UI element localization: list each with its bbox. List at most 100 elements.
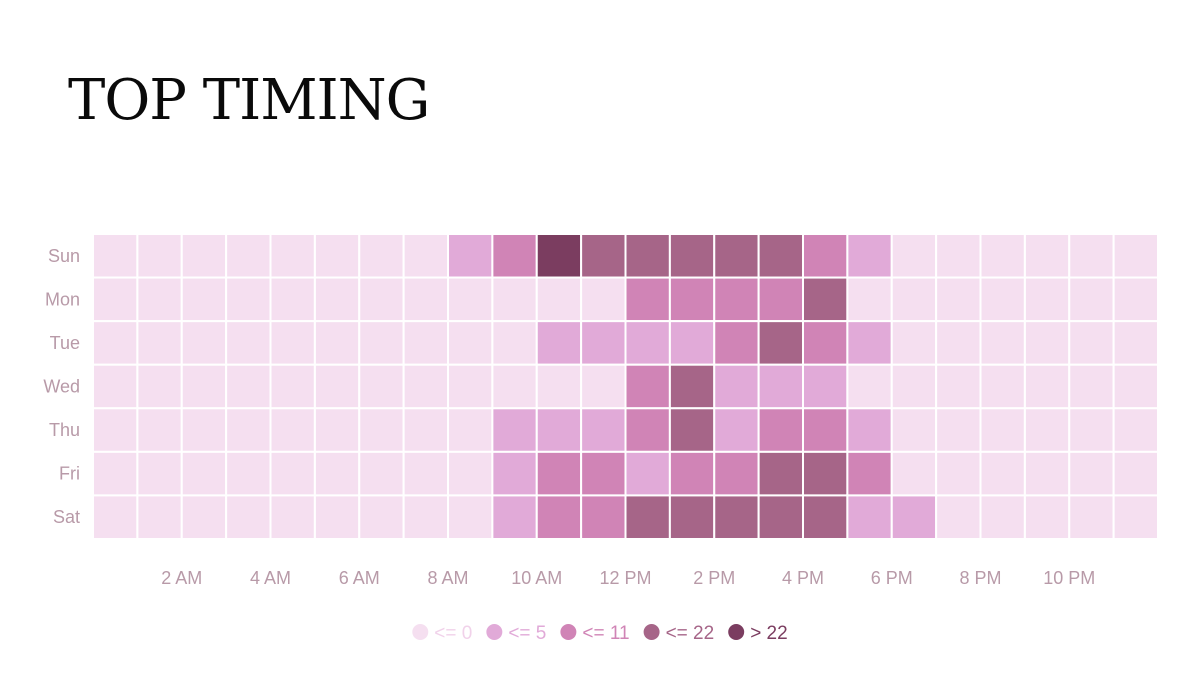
heatmap-cell-sun-14 <box>713 233 760 279</box>
heatmap-cell-mon-0 <box>92 276 139 323</box>
heatmap-cell-sat-12 <box>624 494 671 540</box>
heatmap-cell-tue-19 <box>935 320 982 366</box>
heatmap-cell-mon-22 <box>1068 276 1115 323</box>
heatmap-cell-mon-18 <box>890 276 938 323</box>
legend-swatch-1 <box>486 624 503 640</box>
heatmap-cell-mon-3 <box>225 276 272 323</box>
heatmap-cell-thu-11 <box>580 407 627 453</box>
heatmap-cell-thu-4 <box>269 407 316 453</box>
legend-item-3: <= 22 <box>643 623 714 644</box>
heatmap-cell-wed-11 <box>580 363 627 410</box>
legend-item-2: <= 11 <box>560 623 630 644</box>
heatmap-cell-fri-0 <box>92 450 139 497</box>
y-label-mon: Mon <box>45 289 80 309</box>
heatmap-cell-sun-5 <box>313 233 361 279</box>
heatmap-cell-sun-1 <box>136 233 183 279</box>
heatmap-cell-tue-12 <box>624 320 671 366</box>
heatmap-cell-fri-3 <box>225 450 272 497</box>
heatmap-cell-sat-17 <box>846 494 893 540</box>
x-label-10-am: 10 AM <box>511 568 562 588</box>
heatmap-cell-tue-17 <box>846 320 893 366</box>
heatmap-cell-mon-11 <box>580 276 627 323</box>
heatmap-cell-wed-14 <box>713 363 760 410</box>
heatmap-cell-sat-21 <box>1023 494 1071 540</box>
heatmap-cell-sun-21 <box>1023 233 1071 279</box>
heatmap-cell-fri-10 <box>535 450 583 497</box>
legend-swatch-4 <box>728 624 745 640</box>
heatmap-cell-thu-17 <box>846 407 893 453</box>
legend-label-0: <= 0 <box>434 623 472 644</box>
heatmap-cell-sat-10 <box>535 494 583 540</box>
heatmap-cell-wed-5 <box>313 363 361 410</box>
heatmap-cell-tue-14 <box>713 320 760 366</box>
heatmap-cell-thu-20 <box>979 407 1026 453</box>
heatmap-cell-sun-15 <box>757 233 805 279</box>
legend-label-4: > 22 <box>750 623 788 644</box>
heatmap-cell-tue-9 <box>491 320 538 366</box>
heatmap-cell-tue-20 <box>979 320 1026 366</box>
heatmap-cell-wed-12 <box>624 363 671 410</box>
y-label-tue: Tue <box>50 333 80 353</box>
heatmap-cell-sat-13 <box>668 494 716 540</box>
heatmap-cell-wed-19 <box>935 363 982 410</box>
heatmap-cell-thu-12 <box>624 407 671 453</box>
heatmap-cell-fri-13 <box>668 450 716 497</box>
heatmap-cell-wed-9 <box>491 363 538 410</box>
heatmap-cell-thu-9 <box>491 407 538 453</box>
heatmap-cell-sun-22 <box>1068 233 1115 279</box>
heatmap-cell-fri-17 <box>846 450 893 497</box>
heatmap-cell-sun-13 <box>668 233 716 279</box>
heatmap-cell-sat-23 <box>1112 494 1160 540</box>
heatmap-cell-mon-8 <box>447 276 494 323</box>
y-label-fri: Fri <box>59 464 80 484</box>
heatmap-cell-fri-8 <box>447 450 494 497</box>
heatmap-cell-sun-17 <box>846 233 893 279</box>
legend-swatch-3 <box>643 624 660 640</box>
chart-title: TOP TIMING <box>68 68 430 133</box>
heatmap-cell-wed-6 <box>358 363 405 410</box>
legend-label-2: <= 11 <box>582 623 629 644</box>
heatmap-cell-wed-13 <box>668 363 716 410</box>
heatmap-cell-sat-5 <box>313 494 361 540</box>
heatmap-cell-fri-2 <box>180 450 228 497</box>
heatmap-cell-sun-6 <box>358 233 405 279</box>
heatmap-cell-thu-14 <box>713 407 760 453</box>
x-label-2-am: 2 AM <box>161 568 202 588</box>
heatmap-cell-fri-7 <box>402 450 450 497</box>
heatmap-cell-mon-21 <box>1023 276 1071 323</box>
heatmap-cell-mon-15 <box>757 276 805 323</box>
heatmap-cell-sat-9 <box>491 494 538 540</box>
heatmap-cell-mon-17 <box>846 276 893 323</box>
heatmap-cell-mon-2 <box>180 276 228 323</box>
y-label-sun: Sun <box>48 246 80 266</box>
x-axis-labels: 2 AM 4 AM 6 AM 8 AM 10 AM 12 PM 2 PM 4 PM 6 PM 8 … <box>161 568 1095 588</box>
legend-item-0: <= 0 <box>412 623 472 644</box>
heatmap-cell-tue-5 <box>313 320 361 366</box>
heatmap-cells <box>92 233 1160 540</box>
heatmap-cell-sat-20 <box>979 494 1026 540</box>
heatmap-cell-wed-1 <box>136 363 183 410</box>
heatmap-cell-mon-6 <box>358 276 405 323</box>
heatmap-cell-tue-0 <box>92 320 139 366</box>
heatmap-cell-wed-4 <box>269 363 316 410</box>
heatmap-cell-wed-17 <box>846 363 893 410</box>
y-label-thu: Thu <box>49 420 80 440</box>
legend-item-4: > 22 <box>728 623 788 644</box>
y-label-sat: Sat <box>53 507 80 527</box>
heatmap-cell-sat-11 <box>580 494 627 540</box>
heatmap-cell-tue-18 <box>890 320 938 366</box>
heatmap-cell-tue-10 <box>535 320 583 366</box>
heatmap-cell-tue-22 <box>1068 320 1115 366</box>
heatmap-cell-mon-19 <box>935 276 982 323</box>
heatmap-cell-sun-20 <box>979 233 1026 279</box>
heatmap-cell-sun-18 <box>890 233 938 279</box>
heatmap-cell-tue-1 <box>136 320 183 366</box>
heatmap-cell-sat-2 <box>180 494 228 540</box>
heatmap-cell-mon-9 <box>491 276 538 323</box>
heatmap-cell-sat-19 <box>935 494 982 540</box>
heatmap-cell-sat-15 <box>757 494 805 540</box>
x-label-6-am: 6 AM <box>339 568 380 588</box>
heatmap-cell-sat-0 <box>92 494 139 540</box>
heatmap-cell-thu-21 <box>1023 407 1071 453</box>
